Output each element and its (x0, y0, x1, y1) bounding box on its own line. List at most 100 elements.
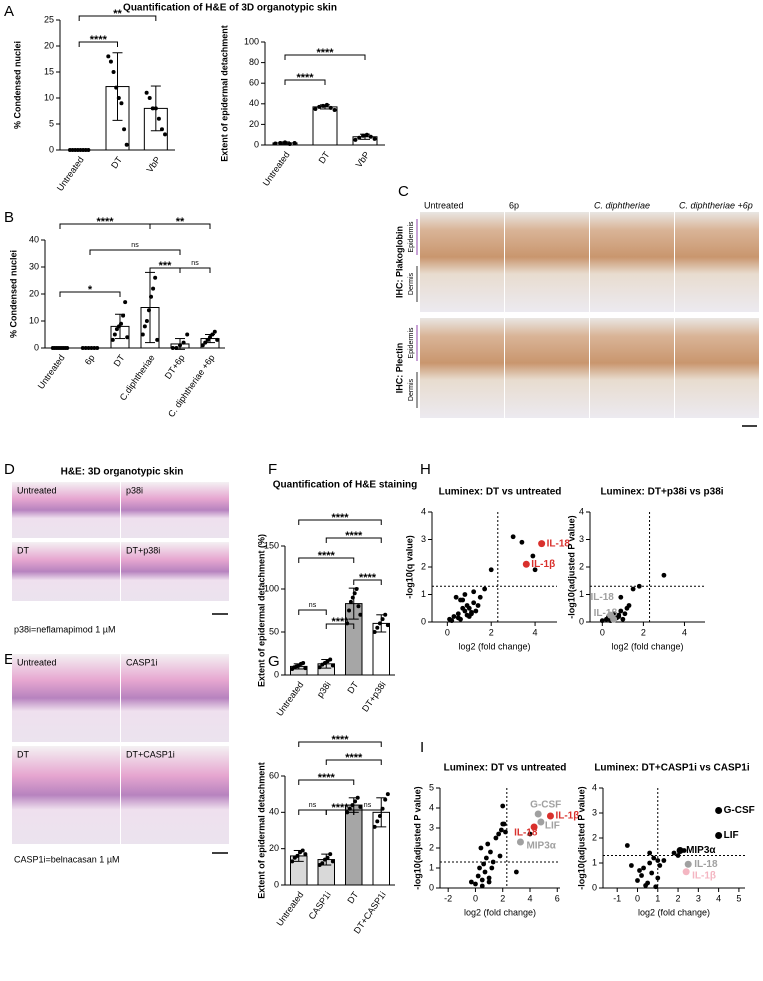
data-point (498, 827, 504, 833)
image-label: Untreated (17, 485, 57, 495)
y-tick-label: 1 (421, 589, 426, 599)
significance-label: ** (113, 8, 122, 20)
x-tick-label: Untreated (261, 150, 292, 188)
data-point (482, 586, 488, 592)
data-point (155, 337, 160, 342)
data-point (159, 127, 164, 132)
data-point (163, 132, 168, 137)
data-point (532, 567, 538, 573)
x-tick-label: Untreated (274, 680, 305, 718)
data-point (325, 855, 330, 860)
data-point (364, 132, 369, 137)
data-point (661, 858, 667, 863)
chart-title: Luminex: DT+p38i vs p38i (600, 487, 723, 498)
data-point (156, 116, 161, 121)
data-point (471, 589, 477, 595)
point-label: LIF (724, 830, 739, 841)
data-point (599, 618, 605, 624)
y-tick-label: 0 (429, 882, 434, 892)
data-point (653, 884, 659, 890)
x-tick-label: DT+p38i (360, 680, 388, 714)
data-point (519, 539, 525, 545)
data-point (513, 869, 519, 875)
x-tick-label: 4 (527, 893, 532, 903)
data-point (527, 831, 533, 837)
labeled-point (684, 860, 692, 868)
data-point (144, 319, 149, 323)
micrograph (505, 318, 589, 418)
data-point (122, 127, 127, 132)
y-tick-label: 15 (44, 66, 54, 76)
data-point (651, 855, 657, 861)
image-label: DT (17, 545, 29, 555)
significance-bracket (325, 537, 382, 543)
data-point (643, 883, 648, 888)
chart-title: Quantification of H&E of 3D organotypic … (123, 3, 337, 14)
data-point (624, 843, 630, 848)
data-point (350, 803, 355, 808)
data-point (647, 850, 653, 856)
y-tick-label: 60 (249, 78, 259, 88)
x-tick-label: DT (109, 154, 124, 170)
point-label: IL-18 (694, 859, 718, 870)
y-tick-label: 100 (244, 36, 259, 46)
data-point (353, 137, 358, 142)
significance-label: ns (309, 802, 317, 809)
data-point (119, 101, 124, 106)
y-axis-label: % Condensed nuclei (12, 41, 22, 129)
significance-bracket (353, 809, 382, 815)
significance-bracket (78, 15, 157, 21)
x-tick-label: 2 (489, 627, 494, 637)
significance-label: *** (159, 260, 173, 272)
data-point (485, 841, 491, 847)
data-point (530, 553, 536, 559)
data-point (383, 612, 388, 617)
data-point (377, 621, 382, 626)
data-point (490, 859, 496, 865)
data-point (635, 878, 640, 883)
x-tick-label: VbP (144, 155, 162, 175)
column-label: C. diphtheriae +6p (679, 200, 753, 210)
data-point (348, 599, 353, 604)
data-point (479, 883, 485, 889)
data-point (295, 853, 300, 858)
data-point (671, 850, 677, 856)
y-tick-label: 3 (579, 534, 584, 544)
y-tick-label: 1 (429, 862, 434, 872)
micrograph (121, 482, 229, 538)
data-point (147, 96, 152, 100)
column-label: Untreated (424, 200, 464, 210)
data-point (375, 819, 380, 824)
image-label: Untreated (17, 657, 57, 667)
data-point (108, 59, 113, 64)
y-tick-label: 2 (429, 842, 434, 852)
x-tick-label: 0 (445, 627, 450, 637)
data-point (449, 618, 455, 624)
data-point (181, 340, 186, 345)
data-point (453, 594, 459, 600)
x-axis-label: log2 (fold change) (458, 641, 530, 651)
data-point (479, 877, 485, 883)
data-point (626, 603, 632, 608)
significance-label: ns (191, 260, 199, 267)
significance-bracket (325, 623, 355, 629)
data-point (462, 592, 468, 597)
data-point (477, 865, 482, 871)
data-point (356, 604, 361, 609)
y-tick-label: 0 (592, 882, 597, 892)
data-point (622, 611, 628, 617)
data-point (385, 623, 390, 628)
data-point (488, 849, 493, 855)
micrograph (12, 482, 120, 538)
data-point (328, 105, 333, 110)
data-point (116, 96, 121, 100)
layer-label: Epidermis (408, 327, 415, 359)
panel-letter: H (420, 461, 431, 478)
labeled-point (537, 818, 545, 826)
x-tick-label: 2 (641, 627, 646, 637)
x-tick-label: DT (317, 149, 332, 165)
panel-letter: D (4, 461, 15, 478)
y-tick-label: 100 (264, 583, 279, 593)
caption: p38i=neflamapimod 1 µM (14, 624, 116, 634)
x-axis-label: log2 (fold change) (611, 641, 683, 651)
